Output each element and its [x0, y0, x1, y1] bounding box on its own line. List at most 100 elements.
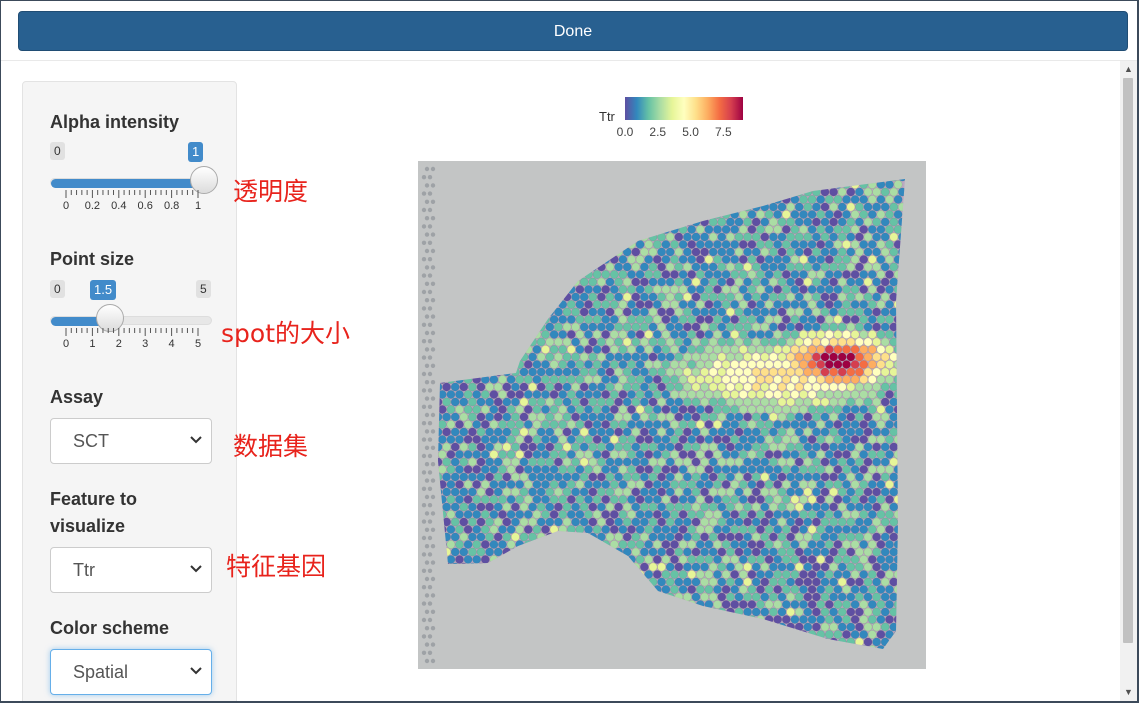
expression-spot — [850, 375, 860, 384]
expression-spot — [506, 450, 516, 459]
expression-spot — [846, 547, 856, 557]
expression-spot — [528, 547, 537, 557]
expression-spot — [670, 405, 679, 414]
expression-spot — [704, 240, 714, 249]
expression-spot — [442, 337, 451, 347]
expression-spot — [584, 255, 593, 264]
expression-spot — [489, 360, 499, 369]
expression-spot — [614, 262, 623, 272]
expression-spot — [833, 285, 843, 294]
expression-spot — [549, 420, 559, 429]
expression-spot — [554, 367, 563, 377]
expression-spot — [850, 330, 860, 339]
slider-track[interactable] — [50, 316, 212, 326]
expression-spot — [635, 435, 645, 444]
expression-spot — [588, 179, 598, 182]
expression-spot — [498, 180, 507, 189]
expression-spot — [842, 480, 851, 489]
expression-spot — [696, 300, 705, 309]
vertical-scrollbar[interactable]: ▲ ▼ — [1120, 61, 1137, 701]
expression-spot — [657, 367, 666, 377]
expression-spot — [868, 570, 877, 579]
slider-track[interactable] — [50, 178, 212, 188]
expression-spot — [468, 502, 477, 512]
expression-spot — [622, 179, 632, 182]
alpha-intensity-slider[interactable]: 0 1 0 0.2 0.4 0.6 0.8 1 — [50, 142, 218, 212]
expression-spot — [597, 607, 606, 617]
scrollbar-thumb[interactable] — [1123, 78, 1133, 643]
expression-spot — [683, 397, 692, 407]
expression-spot — [825, 600, 834, 609]
done-button[interactable]: Done — [18, 11, 1128, 51]
expression-spot — [635, 645, 645, 649]
expression-spot — [700, 577, 709, 587]
expression-spot — [493, 202, 503, 212]
expression-spot — [438, 435, 447, 444]
slider-handle[interactable] — [96, 304, 125, 332]
expression-spot — [597, 232, 606, 242]
expression-spot — [717, 607, 727, 617]
expression-spot — [670, 495, 679, 504]
expression-spot — [579, 382, 589, 392]
expression-spot — [579, 232, 589, 242]
expression-spot — [622, 262, 632, 272]
expression-spot — [648, 637, 658, 647]
expression-spot — [472, 315, 481, 324]
expression-spot — [506, 195, 516, 204]
expression-spot — [541, 285, 550, 294]
scroll-up-arrow-icon[interactable]: ▲ — [1124, 64, 1133, 74]
expression-spot — [756, 495, 765, 504]
expression-spot — [515, 555, 524, 564]
expression-spot — [846, 487, 856, 497]
expression-spot — [756, 540, 765, 549]
expression-spot — [489, 270, 499, 279]
expression-spot — [803, 637, 813, 647]
expression-spot — [842, 405, 851, 414]
expression-spot — [575, 360, 585, 369]
expression-spot — [584, 495, 593, 504]
expression-spot — [584, 195, 593, 204]
expression-spot — [653, 375, 662, 384]
expression-spot — [524, 435, 533, 444]
expression-spot — [532, 315, 542, 324]
expression-spot — [588, 547, 598, 557]
expression-spot — [794, 547, 804, 557]
feature-select[interactable]: Ttr — [50, 547, 212, 593]
expression-spot — [657, 532, 666, 542]
expression-spot — [743, 367, 752, 377]
expression-spot — [820, 607, 830, 617]
expression-spot — [498, 525, 507, 534]
expression-spot — [756, 600, 765, 609]
expression-spot — [863, 502, 873, 512]
color-scheme-select[interactable]: Spatial — [50, 649, 212, 695]
expression-spot — [571, 307, 580, 317]
expression-spot — [541, 195, 550, 204]
slider-handle[interactable] — [190, 166, 218, 194]
expression-spot — [601, 645, 610, 649]
scroll-down-arrow-icon[interactable]: ▼ — [1124, 687, 1133, 697]
expression-spot — [751, 202, 761, 212]
assay-select[interactable]: SCT — [50, 418, 212, 464]
expression-spot — [648, 517, 658, 527]
expression-spot — [833, 450, 843, 459]
expression-spot — [837, 442, 847, 452]
fiducial-spot — [421, 306, 427, 311]
expression-spot — [880, 562, 890, 572]
expression-spot — [627, 540, 636, 549]
expression-spot — [726, 607, 735, 617]
expression-spot — [700, 607, 709, 617]
expression-spot — [554, 337, 563, 347]
expression-spot — [773, 525, 782, 534]
expression-spot — [687, 555, 696, 564]
expression-spot — [571, 397, 580, 407]
fiducial-spot — [424, 445, 430, 450]
expression-spot — [863, 262, 873, 272]
expression-spot — [605, 607, 615, 617]
slider-value-label: 1 — [188, 142, 204, 162]
expression-spot — [558, 540, 567, 549]
expression-spot — [794, 442, 804, 452]
fiducial-spot — [421, 240, 427, 245]
expression-spot — [704, 195, 714, 204]
expression-spot — [773, 555, 782, 564]
